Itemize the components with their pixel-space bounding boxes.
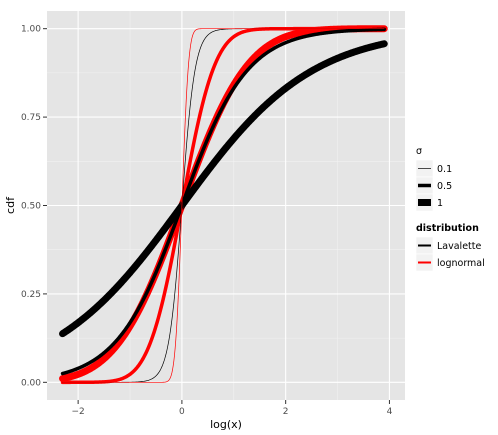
- x-tick-label: −2: [71, 407, 84, 417]
- legend-label: Lavalette: [437, 241, 481, 252]
- y-tick-label: 0.50: [21, 202, 41, 212]
- y-tick-label: 1.00: [21, 25, 41, 35]
- series-line-lognormal-sigma-0_1: [62, 28, 385, 383]
- legend-label: 0.5: [437, 181, 452, 192]
- series-line-lavalette-sigma-1: [59, 40, 388, 338]
- legend-title: σ: [416, 146, 422, 157]
- x-tick-label: 2: [283, 407, 289, 417]
- y-tick-label: 0.00: [21, 378, 41, 388]
- y-axis-title: cdf: [4, 196, 17, 214]
- x-axis-title: log(x): [210, 418, 242, 431]
- legend-label: 1: [437, 198, 443, 209]
- legend-title: distribution: [416, 223, 479, 234]
- y-tick-label: 0.25: [21, 290, 41, 300]
- y-tick-label: 0.75: [21, 113, 41, 123]
- x-tick-label: 0: [179, 407, 185, 417]
- series-line-lavalette-sigma-0_5: [60, 27, 386, 376]
- x-tick-label: 4: [387, 407, 393, 417]
- legend-label: 0.1: [437, 164, 452, 175]
- legend-label: lognormal: [437, 258, 485, 269]
